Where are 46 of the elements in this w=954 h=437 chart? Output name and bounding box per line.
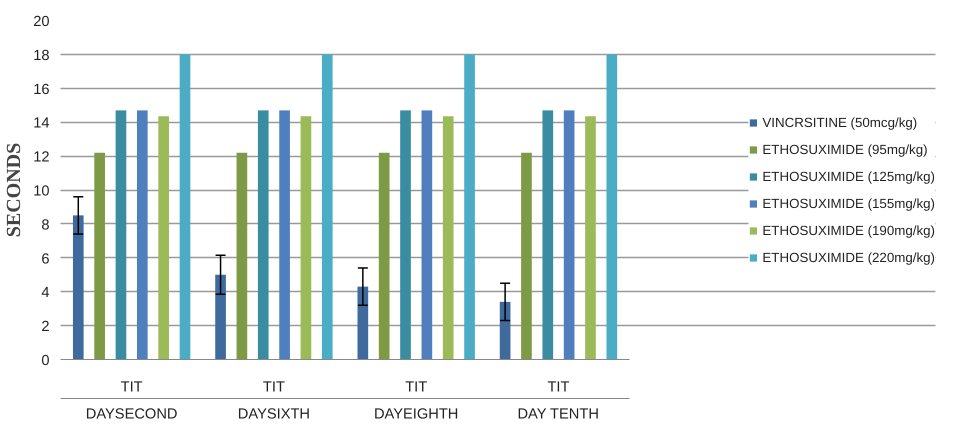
category-label: TIT DAYSIXTH [238,380,310,422]
category-label: TIT DAY TENTH [517,380,599,422]
bar [400,110,411,360]
bar [542,110,554,360]
y-tick-label: 20 [33,14,50,30]
bar [500,302,510,360]
bar [585,116,596,360]
bar [180,54,190,360]
bar [422,110,432,360]
y-tick-label: 8 [41,217,50,234]
y-tick-label: 12 [33,150,50,166]
category-label: TIT DAYEIGHTH [374,380,458,422]
y-tick-label: 10 [33,184,50,200]
bar [279,110,290,360]
bar [72,215,84,360]
legend-label: ETHOSUXIMIDE (125mg/kg) [762,168,935,184]
bar [442,116,454,360]
bar [236,152,248,360]
bar [378,152,390,360]
bar [521,152,532,360]
y-tick-label: 4 [41,285,50,302]
bar [258,110,269,360]
bar [564,110,574,360]
bar [158,116,169,360]
y-tick-label: 18 [33,48,50,64]
bar [606,54,618,360]
legend-label: ETHOSUXIMIDE (155mg/kg) [762,196,935,210]
y-tick-label: 0 [41,353,50,369]
y-tick-label: 2 [41,319,50,336]
bar [116,110,126,360]
legend-label: VINCRSITINE (50mcg/kg) [762,114,918,130]
legend-label: ETHOSUXIMIDE (220mg/kg) [762,250,935,264]
y-tick-label: 16 [33,82,50,98]
bar [358,286,368,360]
y-axis-title: SECONDS [3,142,26,238]
legend-label: ETHOSUXIMIDE (190mg/kg) [762,222,935,238]
bar [94,152,105,360]
bar [136,110,148,360]
bar [464,54,475,360]
y-tick-label: 6 [41,251,50,268]
bar [215,274,226,360]
category-label: TIT DAYSECOND [86,380,178,422]
legend-label: ETHOSUXIMIDE (95mg/kg) [762,142,928,156]
bar [300,116,312,360]
bar [322,54,333,360]
y-tick-label: 14 [33,116,50,132]
